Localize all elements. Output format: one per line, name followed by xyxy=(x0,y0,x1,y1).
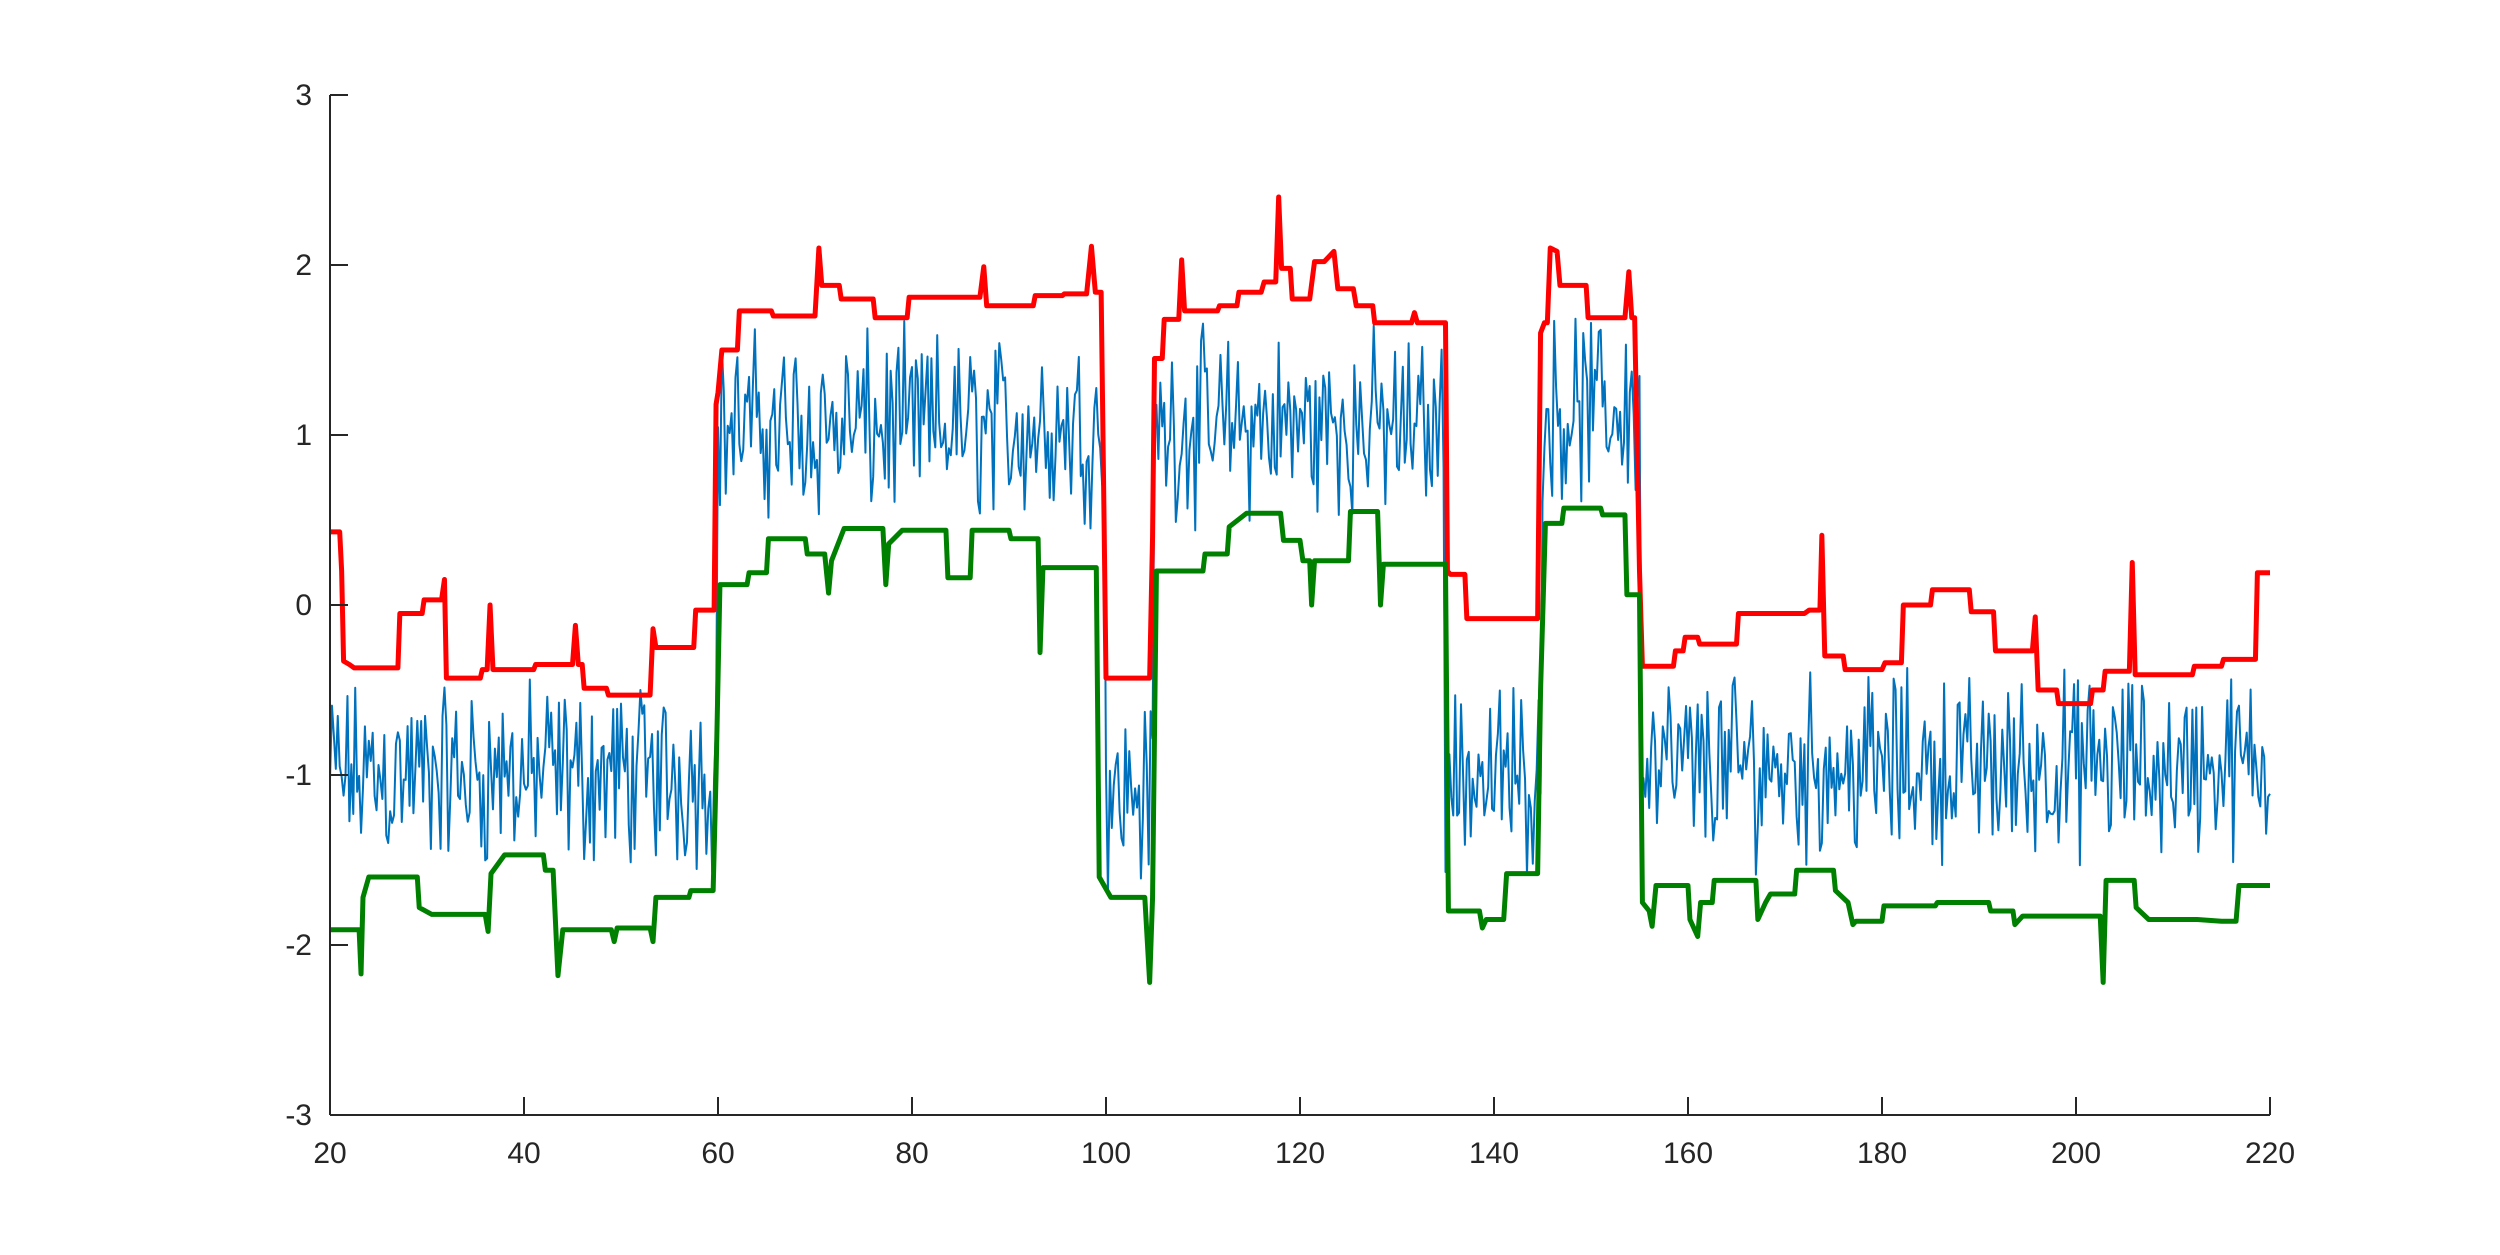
x-tick-label: 140 xyxy=(1469,1137,1519,1170)
x-tick-label: 200 xyxy=(2051,1137,2101,1170)
x-tick-label: 160 xyxy=(1663,1137,1713,1170)
upper-envelope-series-line xyxy=(330,194,2270,707)
x-tick-label: 120 xyxy=(1275,1137,1325,1170)
x-tick-label: 100 xyxy=(1081,1137,1131,1170)
y-tick-label: 1 xyxy=(295,419,312,452)
y-tick-label: -3 xyxy=(285,1099,312,1132)
x-tick-label: 80 xyxy=(895,1137,928,1170)
x-tick-label: 220 xyxy=(2245,1137,2295,1170)
y-tick-label: 3 xyxy=(295,79,312,112)
plot-lines xyxy=(329,194,2271,985)
x-tick-label: 60 xyxy=(701,1137,734,1170)
axes: 20 40 60 80 100 120 140 160 180 200 220 -3 -2 -1 0 1 2 3 xyxy=(285,79,2295,1170)
signal-series-line xyxy=(329,317,2271,893)
y-tick-label: 2 xyxy=(295,249,312,282)
y-tick-label: -1 xyxy=(285,759,312,792)
x-tick-label: 20 xyxy=(313,1137,346,1170)
lower-envelope-series-line xyxy=(330,505,2270,985)
y-tick-label: -2 xyxy=(285,929,312,962)
x-tick-label: 40 xyxy=(507,1137,540,1170)
x-tick-label: 180 xyxy=(1857,1137,1907,1170)
y-tick-label: 0 xyxy=(295,589,312,622)
